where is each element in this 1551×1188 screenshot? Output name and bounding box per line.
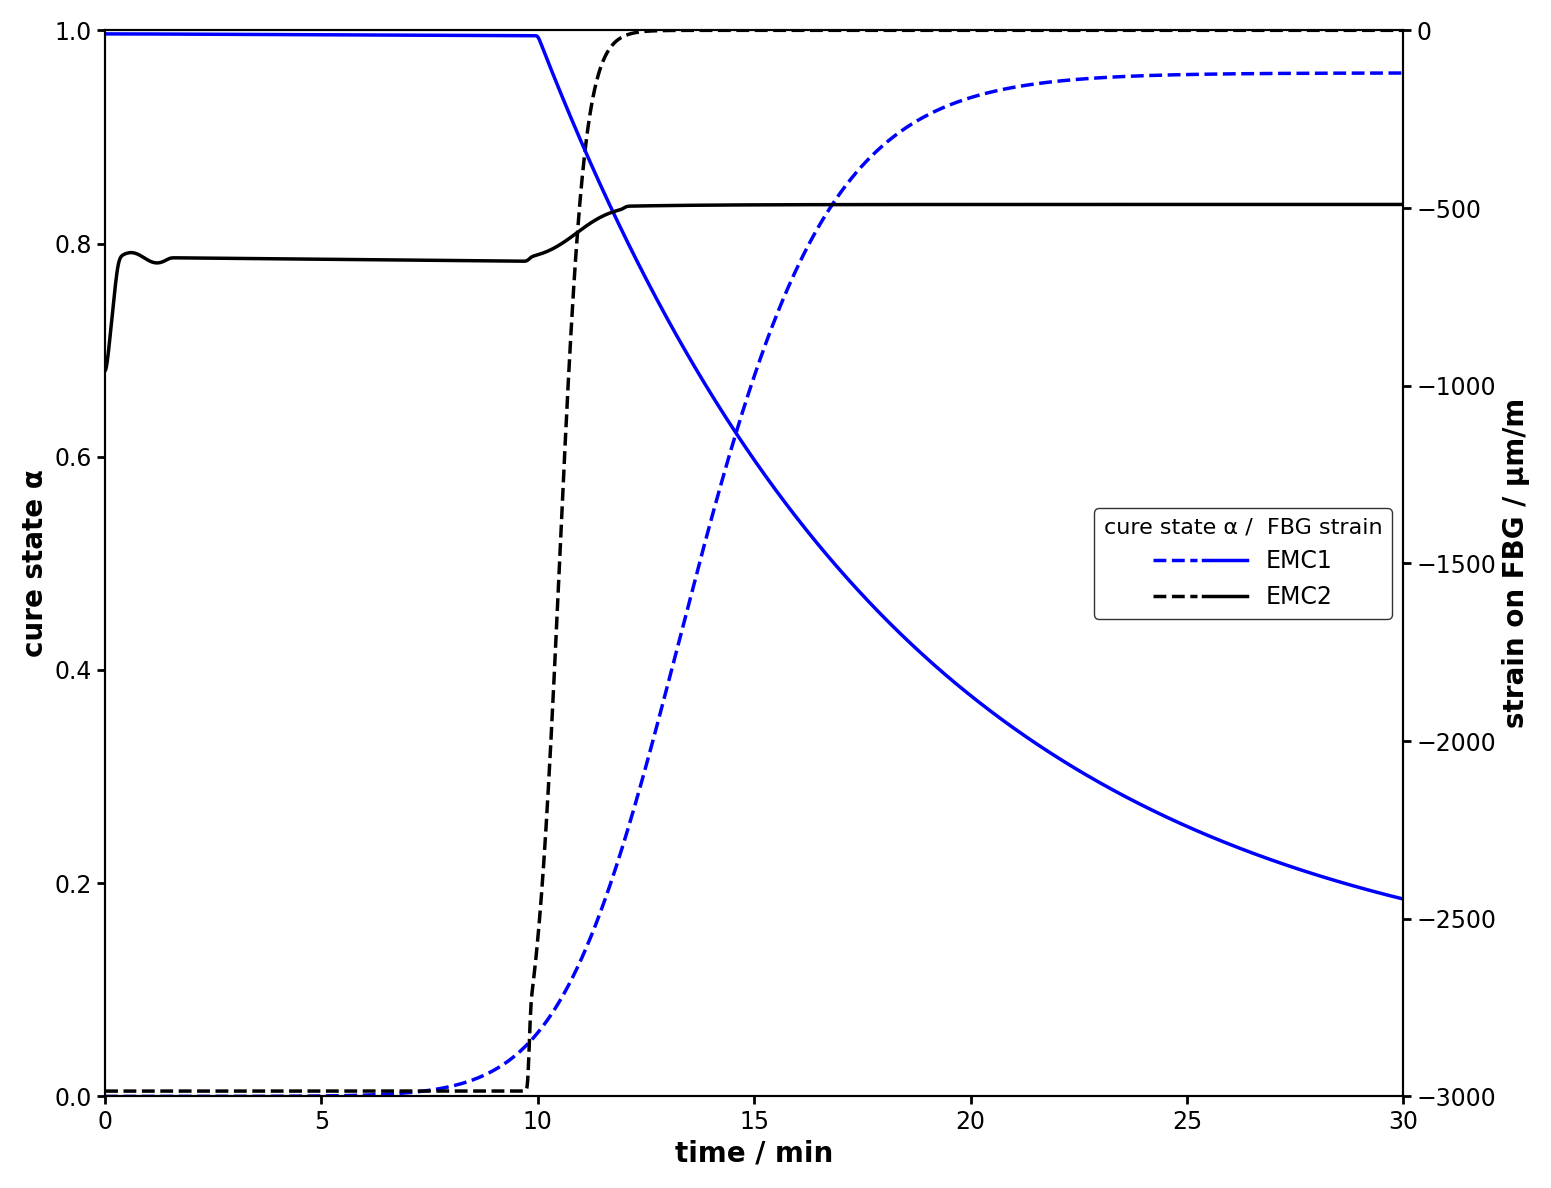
EMC2 (cure state)	[1370, 24, 1388, 38]
EMC1 (cure state)	[650, 710, 668, 725]
EMC1 (FBG strain)	[96, 27, 115, 42]
EMC2 (cure state)	[244, 1083, 262, 1098]
EMC2 (FBG strain)	[1394, 197, 1413, 211]
EMC1 (cure state)	[96, 1089, 115, 1104]
Line: EMC2 (cure state): EMC2 (cure state)	[105, 31, 1404, 1091]
EMC2 (FBG strain)	[321, 252, 340, 266]
EMC1 (cure state)	[594, 898, 613, 912]
Line: EMC1 (FBG strain): EMC1 (FBG strain)	[105, 34, 1404, 899]
X-axis label: time / min: time / min	[675, 1139, 833, 1167]
Line: EMC2 (FBG strain): EMC2 (FBG strain)	[105, 204, 1404, 371]
EMC1 (cure state)	[244, 1089, 262, 1104]
EMC2 (cure state)	[1394, 24, 1413, 38]
EMC1 (cure state)	[1228, 67, 1247, 81]
EMC2 (FBG strain)	[1228, 197, 1247, 211]
EMC1 (FBG strain)	[1394, 892, 1413, 906]
EMC2 (cure state)	[594, 55, 613, 69]
Y-axis label: cure state α: cure state α	[20, 469, 48, 657]
EMC2 (cure state)	[96, 1083, 115, 1098]
EMC2 (FBG strain)	[96, 364, 115, 378]
EMC1 (FBG strain)	[594, 183, 613, 197]
EMC1 (cure state)	[1394, 65, 1413, 80]
EMC1 (cure state)	[1368, 67, 1387, 81]
EMC1 (FBG strain)	[321, 27, 340, 42]
EMC2 (FBG strain)	[244, 252, 262, 266]
EMC2 (cure state)	[650, 24, 668, 38]
EMC1 (FBG strain)	[650, 297, 668, 311]
EMC1 (FBG strain)	[244, 27, 262, 42]
EMC2 (FBG strain)	[594, 209, 613, 223]
EMC1 (FBG strain)	[1368, 885, 1387, 899]
EMC1 (FBG strain)	[1228, 840, 1247, 854]
EMC2 (FBG strain)	[1368, 197, 1387, 211]
EMC1 (cure state)	[321, 1088, 340, 1102]
EMC2 (FBG strain)	[650, 198, 668, 213]
Line: EMC1 (cure state): EMC1 (cure state)	[105, 72, 1404, 1097]
EMC2 (cure state)	[321, 1083, 340, 1098]
EMC2 (cure state)	[1005, 24, 1024, 38]
Legend: EMC1, EMC2: EMC1, EMC2	[1093, 508, 1391, 619]
EMC2 (cure state)	[1228, 24, 1247, 38]
Y-axis label: strain on FBG / µm/m: strain on FBG / µm/m	[1503, 398, 1531, 728]
